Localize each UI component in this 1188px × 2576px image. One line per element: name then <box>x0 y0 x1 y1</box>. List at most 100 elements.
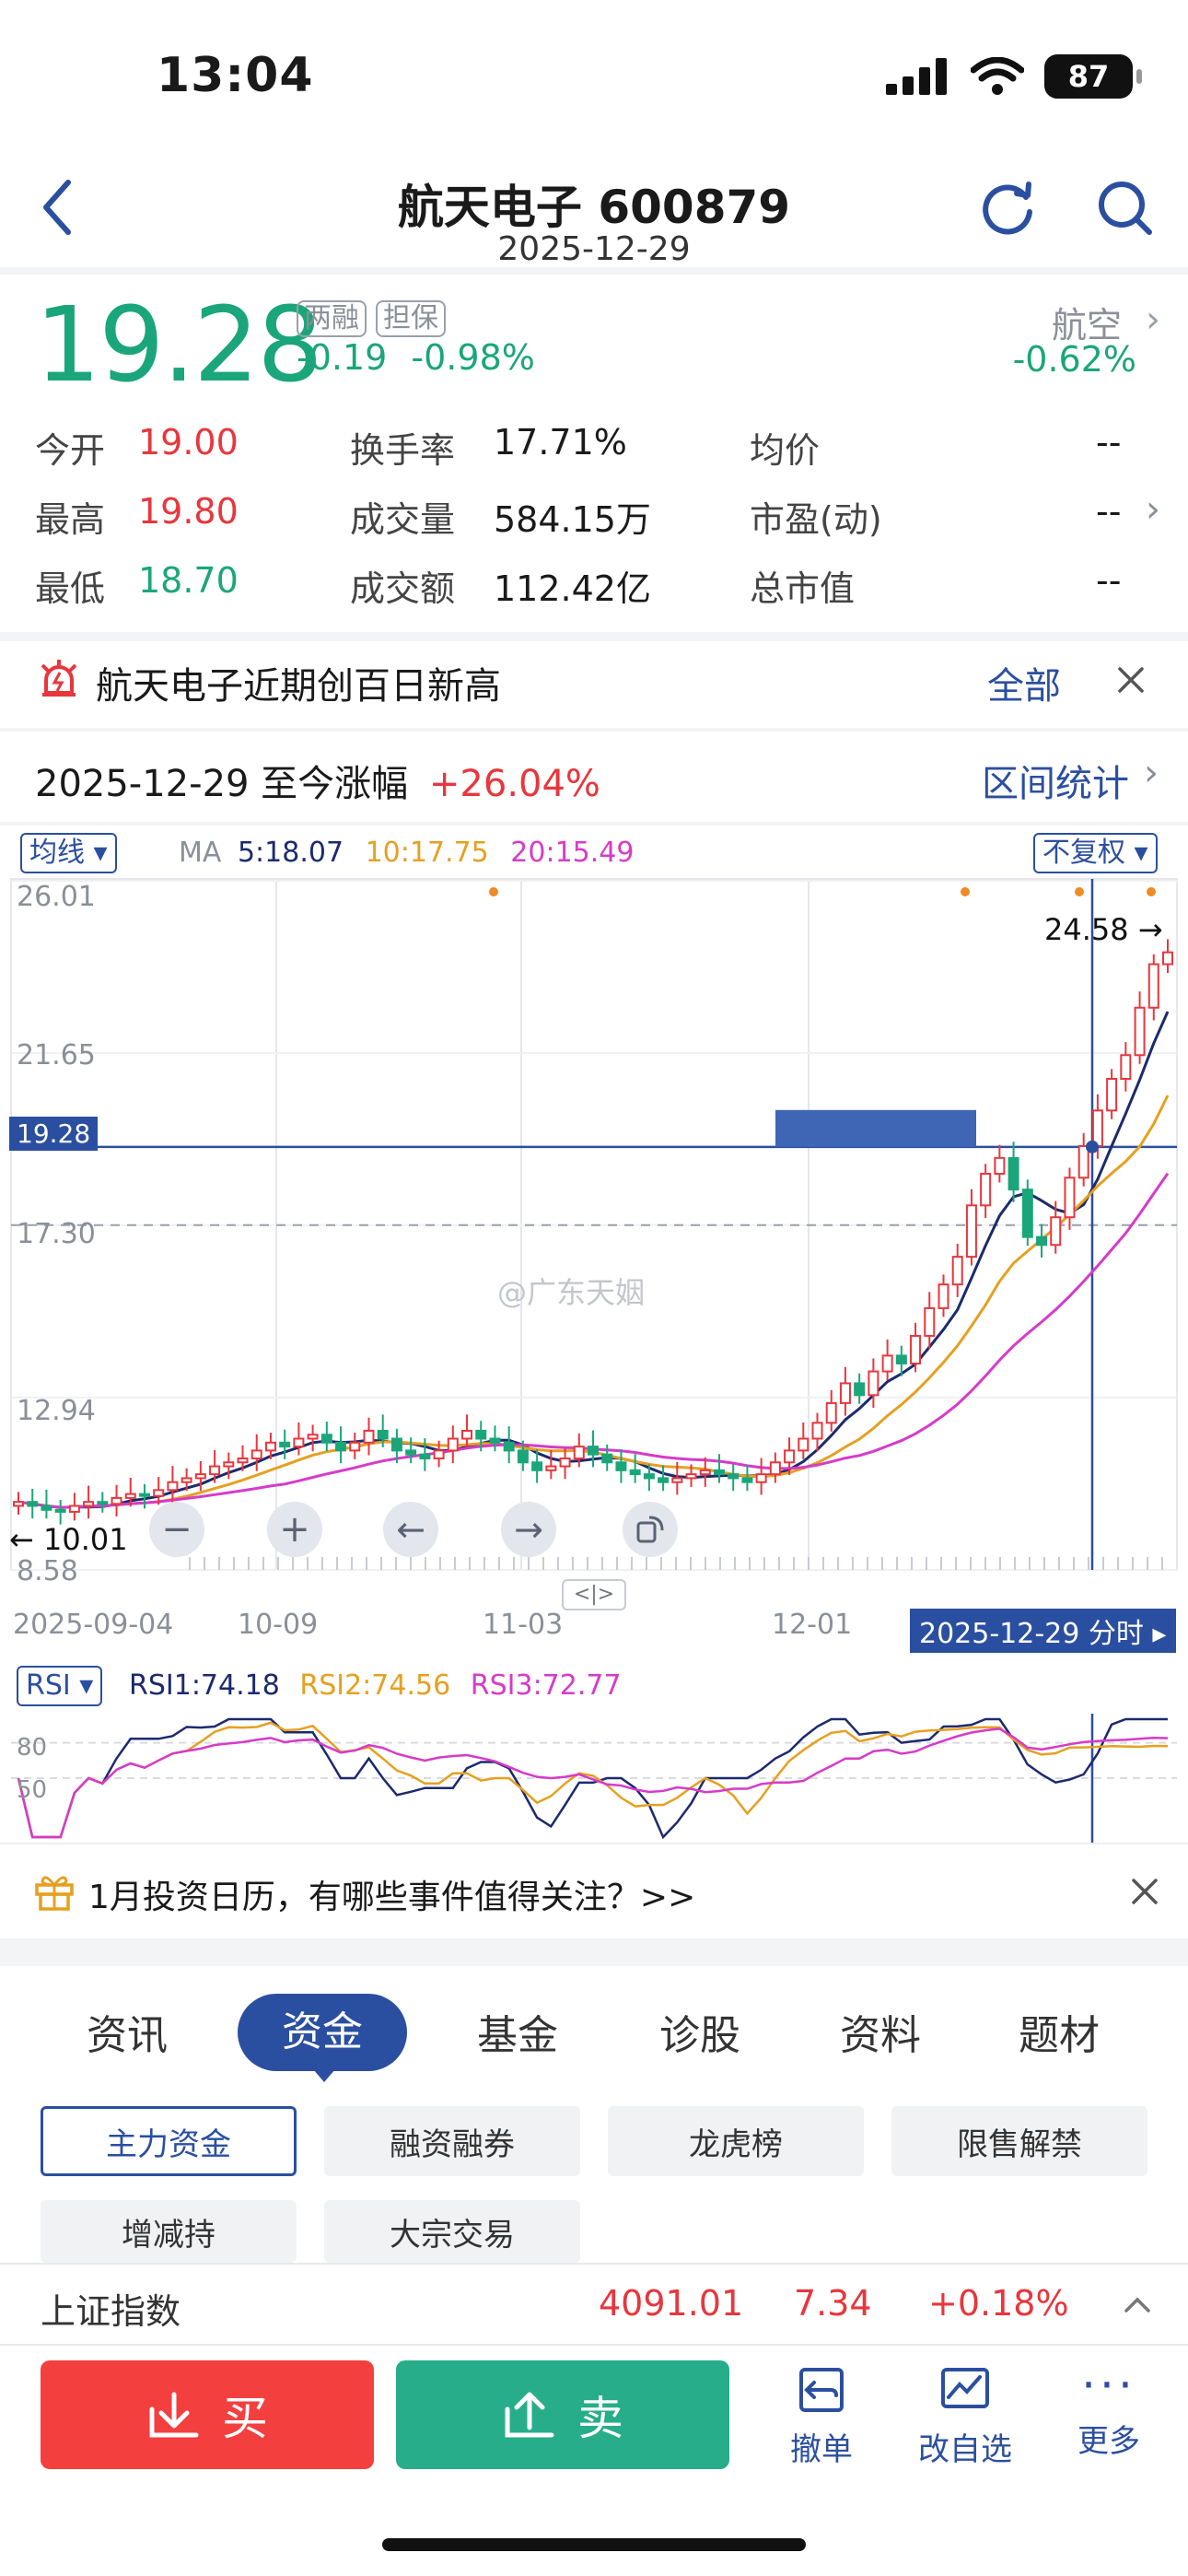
candle-body <box>279 1441 291 1448</box>
adjust-selector[interactable]: 不复权 ▾ <box>1033 833 1158 873</box>
chevron-right-icon[interactable]: › <box>1146 488 1160 531</box>
stat-pe-value: -- <box>1096 491 1122 532</box>
tab-themes[interactable]: 题材 <box>1019 2012 1100 2059</box>
candle-body <box>741 1477 753 1483</box>
candle <box>153 1477 165 1505</box>
pan-toggle[interactable]: <|> <box>562 1579 626 1610</box>
rotate-button[interactable] <box>623 1502 678 1557</box>
candle <box>68 1493 80 1521</box>
rsi-selector-label: RSI <box>26 1669 71 1702</box>
subtab-main-capital[interactable]: 主力资金 <box>41 2106 297 2176</box>
candle-body <box>965 1204 977 1259</box>
ma-selector[interactable]: 均线 ▾ <box>20 833 117 873</box>
rsi-line-1 <box>17 1717 1168 1840</box>
edit-watchlist-button[interactable]: 改自选 <box>910 2364 1020 2469</box>
search-icon[interactable] <box>1094 177 1155 238</box>
close-icon[interactable] <box>1131 1878 1159 1905</box>
pan-right-button[interactable]: → <box>501 1502 556 1557</box>
candle-body <box>531 1461 543 1471</box>
rsi-selector[interactable]: RSI ▾ <box>17 1666 103 1706</box>
candle-body <box>868 1370 879 1397</box>
sector-name[interactable]: 航空 <box>1051 305 1122 345</box>
candle-body <box>728 1473 740 1480</box>
candle <box>531 1449 543 1483</box>
subtab-margin-trading[interactable]: 融资融券 <box>324 2106 580 2176</box>
candle-body <box>194 1473 206 1480</box>
margin-tag[interactable]: 两融 <box>297 300 367 337</box>
subtab-lockup-expiry[interactable]: 限售解禁 <box>891 2106 1147 2176</box>
index-name: 上证指数 <box>41 2291 181 2332</box>
candles <box>13 939 1173 1525</box>
chevron-right-icon[interactable]: › <box>1144 752 1159 794</box>
sector-change: -0.62% <box>1012 339 1136 380</box>
collateral-tag[interactable]: 担保 <box>376 300 446 337</box>
stat-amount-value: 112.42亿 <box>494 568 651 609</box>
price-change: -0.19 -0.98% <box>297 337 535 378</box>
tab-news[interactable]: 资讯 <box>87 2012 168 2059</box>
high-marker: 24.58 → <box>1044 912 1163 947</box>
y-tick-label: 21.65 <box>17 1039 96 1071</box>
page-subtitle-date: 2025-12-29 <box>497 230 691 268</box>
candle <box>1064 1167 1076 1230</box>
candle <box>994 1144 1006 1183</box>
candle <box>728 1464 740 1492</box>
candle <box>279 1429 291 1459</box>
event-marker <box>489 887 498 896</box>
more-button[interactable]: ··· 更多 <box>1059 2362 1159 2461</box>
candle-body <box>111 1496 122 1505</box>
zoom-in-button[interactable]: + <box>267 1502 322 1557</box>
subtab-holdings-change[interactable]: 增减持 <box>41 2200 297 2263</box>
index-ticker-bar[interactable] <box>0 2263 1188 2346</box>
candle-body <box>1064 1177 1076 1219</box>
range-stats-link[interactable]: 区间统计 <box>982 763 1129 805</box>
tab-fund[interactable]: 基金 <box>477 2012 558 2059</box>
zoom-out-button[interactable]: − <box>149 1502 204 1557</box>
candle <box>545 1449 557 1480</box>
subtab-block-trade[interactable]: 大宗交易 <box>324 2200 580 2263</box>
candle <box>559 1448 571 1480</box>
candle-body <box>545 1465 557 1471</box>
rsi1-value: RSI1:74.18 <box>129 1669 280 1702</box>
candle-body <box>1134 1006 1146 1057</box>
candle-body <box>1147 963 1159 1009</box>
kline-chart[interactable] <box>0 877 1188 1577</box>
candle-body <box>1077 1144 1089 1179</box>
candle <box>980 1164 992 1219</box>
candle-body <box>951 1256 963 1286</box>
tab-profile[interactable]: 资料 <box>840 2012 921 2059</box>
calendar-notice-text[interactable]: 1月投资日历，有哪些事件值得关注？>> <box>88 1879 696 1916</box>
back-icon[interactable] <box>35 175 81 240</box>
sell-button[interactable]: 卖 <box>396 2360 729 2469</box>
candle <box>419 1438 431 1471</box>
candle-body <box>41 1505 52 1511</box>
candle <box>447 1425 459 1464</box>
chevron-right-icon[interactable]: › <box>1146 299 1160 341</box>
notice-text[interactable]: 航天电子近期创百日新高 <box>96 665 501 708</box>
candle-body <box>419 1453 431 1459</box>
close-icon[interactable] <box>1116 665 1146 695</box>
candle-body <box>798 1437 809 1452</box>
pan-left-button[interactable]: ← <box>383 1502 438 1557</box>
watermark: @广东天姻 <box>497 1275 646 1310</box>
tab-diagnosis[interactable]: 诊股 <box>659 2012 740 2059</box>
candle-body <box>573 1446 585 1459</box>
ma10-value: 10:17.75 <box>365 837 489 869</box>
candle-body <box>1091 1109 1103 1147</box>
stat-open-value: 19.00 <box>138 422 239 463</box>
cancel-order-button[interactable]: 撤单 <box>772 2364 871 2469</box>
calendar-notice-bar[interactable] <box>0 1843 1188 1938</box>
cursor-date-tag[interactable]: 2025-12-29 分时 ▸ <box>910 1609 1176 1653</box>
stat-mktcap-label: 总市值 <box>750 568 856 609</box>
subtab-dragon-tiger[interactable]: 龙虎榜 <box>608 2106 864 2176</box>
notice-all-link[interactable]: 全部 <box>987 665 1061 708</box>
ma5-value: 5:18.07 <box>237 837 344 869</box>
refresh-icon[interactable] <box>978 177 1039 238</box>
rsi-chart[interactable] <box>0 1714 1188 1843</box>
candle <box>1134 991 1146 1064</box>
alarm-icon <box>41 660 77 697</box>
x-tick-label: 12-01 <box>772 1609 853 1641</box>
low-marker: ← 10.01 <box>9 1522 128 1557</box>
chevron-up-icon[interactable] <box>1124 2294 1151 2314</box>
tab-funds[interactable]: 资金 <box>238 1994 407 2071</box>
buy-button[interactable]: 买 <box>41 2360 374 2469</box>
